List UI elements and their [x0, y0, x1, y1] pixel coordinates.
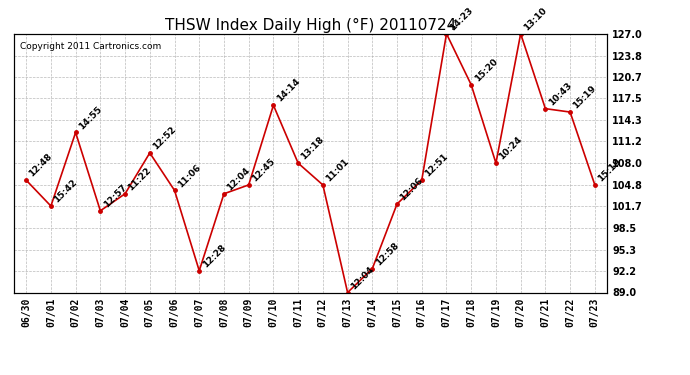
Text: 13:10: 13:10 [522, 6, 549, 32]
Text: 11:01: 11:01 [324, 157, 351, 183]
Text: 12:58: 12:58 [374, 241, 400, 267]
Text: 12:04: 12:04 [226, 166, 252, 192]
Text: 11:06: 11:06 [176, 162, 202, 189]
Text: 13:18: 13:18 [299, 135, 326, 162]
Text: 12:04: 12:04 [349, 264, 375, 291]
Text: 12:52: 12:52 [151, 125, 178, 152]
Text: 15:42: 15:42 [52, 178, 79, 205]
Text: 12:45: 12:45 [250, 157, 277, 183]
Text: 14:14: 14:14 [275, 77, 302, 104]
Text: 15:19: 15:19 [571, 84, 598, 111]
Title: THSW Index Daily High (°F) 20110724: THSW Index Daily High (°F) 20110724 [165, 18, 456, 33]
Text: 15:19: 15:19 [596, 157, 623, 183]
Text: 10:24: 10:24 [497, 135, 524, 162]
Text: 12:06: 12:06 [398, 176, 425, 203]
Text: 14:55: 14:55 [77, 104, 104, 131]
Text: 15:20: 15:20 [473, 57, 499, 83]
Text: Copyright 2011 Cartronics.com: Copyright 2011 Cartronics.com [20, 42, 161, 51]
Text: 14:23: 14:23 [448, 6, 475, 32]
Text: 12:57: 12:57 [101, 183, 128, 209]
Text: 10:43: 10:43 [546, 81, 573, 107]
Text: 11:22: 11:22 [126, 166, 153, 192]
Text: 12:28: 12:28 [201, 243, 227, 269]
Text: 12:48: 12:48 [28, 152, 55, 179]
Text: 12:51: 12:51 [423, 152, 450, 179]
